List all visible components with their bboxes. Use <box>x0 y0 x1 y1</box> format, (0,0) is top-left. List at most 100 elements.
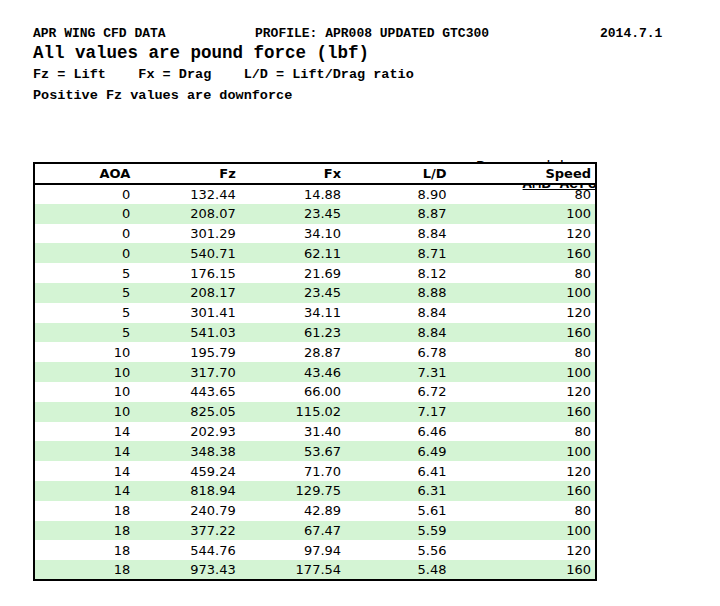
table-row: 14818.94129.756.31160 <box>34 481 596 501</box>
cell-l-d: 6.49 <box>351 441 456 461</box>
table-row: 0208.0723.458.87100 <box>34 204 596 224</box>
cell-aoa: 10 <box>34 362 140 382</box>
cell-fz: 443.65 <box>140 382 245 402</box>
table-row: 0540.7162.118.71160 <box>34 243 596 263</box>
cell-aoa: 0 <box>34 184 140 204</box>
cell-aoa: 18 <box>34 560 140 580</box>
cell-l-d: 7.17 <box>351 402 456 422</box>
cell-speed: 80 <box>456 501 596 521</box>
cell-speed: 80 <box>456 263 596 283</box>
cell-speed: 160 <box>456 481 596 501</box>
cell-fx: 177.54 <box>246 560 351 580</box>
table-row: 10317.7043.467.31100 <box>34 362 596 382</box>
cell-l-d: 7.31 <box>351 362 456 382</box>
cell-fx: 66.00 <box>246 382 351 402</box>
table-header-row: AOAFzFxL/DSpeed <box>34 163 596 184</box>
table-row: 5301.4134.118.84120 <box>34 303 596 323</box>
cell-aoa: 5 <box>34 263 140 283</box>
cell-fx: 129.75 <box>246 481 351 501</box>
cell-l-d: 8.84 <box>351 224 456 244</box>
cell-speed: 160 <box>456 243 596 263</box>
cell-fz: 132.44 <box>140 184 245 204</box>
cell-fz: 202.93 <box>140 422 245 442</box>
cell-l-d: 8.12 <box>351 263 456 283</box>
table-row: 10825.05115.027.17160 <box>34 402 596 422</box>
table-row: 5208.1723.458.88100 <box>34 283 596 303</box>
cell-fx: 61.23 <box>246 323 351 343</box>
cell-l-d: 6.78 <box>351 342 456 362</box>
cell-speed: 120 <box>456 224 596 244</box>
cell-fx: 28.87 <box>246 342 351 362</box>
table-row: 14348.3853.676.49100 <box>34 441 596 461</box>
cell-fx: 43.46 <box>246 362 351 382</box>
table-row: 5176.1521.698.1280 <box>34 263 596 283</box>
column-header-speed: Speed <box>456 163 596 184</box>
cell-aoa: 0 <box>34 224 140 244</box>
cell-l-d: 6.31 <box>351 481 456 501</box>
cell-fz: 459.24 <box>140 461 245 481</box>
cell-speed: 100 <box>456 283 596 303</box>
cell-aoa: 14 <box>34 422 140 442</box>
cell-aoa: 5 <box>34 303 140 323</box>
units-subtitle: All values are pound force (lbf) <box>33 44 369 62</box>
document-title: APR WING CFD DATA <box>33 27 166 40</box>
cell-l-d: 5.56 <box>351 540 456 560</box>
cell-fz: 348.38 <box>140 441 245 461</box>
title-line: APR WING CFD DATA PROFILE: APR008 UPDATE… <box>0 27 720 42</box>
cell-l-d: 8.71 <box>351 243 456 263</box>
table-row: 0301.2934.108.84120 <box>34 224 596 244</box>
cell-l-d: 8.84 <box>351 303 456 323</box>
table-row: 14202.9331.406.4680 <box>34 422 596 442</box>
column-header-fx: Fx <box>246 163 351 184</box>
cell-fz: 301.29 <box>140 224 245 244</box>
cell-aoa: 18 <box>34 540 140 560</box>
cell-aoa: 10 <box>34 382 140 402</box>
cell-l-d: 6.72 <box>351 382 456 402</box>
cell-aoa: 10 <box>34 342 140 362</box>
cell-aoa: 10 <box>34 402 140 422</box>
cell-aoa: 14 <box>34 441 140 461</box>
cell-fx: 71.70 <box>246 461 351 481</box>
cell-fz: 317.70 <box>140 362 245 382</box>
cell-speed: 80 <box>456 184 596 204</box>
cell-fz: 208.07 <box>140 204 245 224</box>
cell-l-d: 5.59 <box>351 521 456 541</box>
table-row: 18377.2267.475.59100 <box>34 521 596 541</box>
cell-fx: 53.67 <box>246 441 351 461</box>
cell-speed: 80 <box>456 422 596 442</box>
legend-line: Fz = Lift Fx = Drag L/D = Lift/Drag rati… <box>33 68 414 82</box>
cell-fz: 301.41 <box>140 303 245 323</box>
cell-l-d: 6.46 <box>351 422 456 442</box>
cell-fx: 34.11 <box>246 303 351 323</box>
cell-fx: 42.89 <box>246 501 351 521</box>
cell-speed: 160 <box>456 560 596 580</box>
cell-speed: 100 <box>456 362 596 382</box>
cell-speed: 100 <box>456 521 596 541</box>
cell-fz: 973.43 <box>140 560 245 580</box>
column-header-fz: Fz <box>140 163 245 184</box>
cell-l-d: 5.48 <box>351 560 456 580</box>
cell-l-d: 6.41 <box>351 461 456 481</box>
cell-fx: 34.10 <box>246 224 351 244</box>
table-row: 10195.7928.876.7880 <box>34 342 596 362</box>
table-row: 18973.43177.545.48160 <box>34 560 596 580</box>
cell-speed: 160 <box>456 323 596 343</box>
cell-fz: 176.15 <box>140 263 245 283</box>
cell-l-d: 8.90 <box>351 184 456 204</box>
cell-aoa: 5 <box>34 323 140 343</box>
column-header-l-d: L/D <box>351 163 456 184</box>
date-label: 2014.7.1 <box>600 27 662 40</box>
table-row: 14459.2471.706.41120 <box>34 461 596 481</box>
table-row: 18240.7942.895.6180 <box>34 501 596 521</box>
table-row: 0132.4414.888.9080 <box>34 184 596 204</box>
cell-fz: 377.22 <box>140 521 245 541</box>
cell-fx: 23.45 <box>246 204 351 224</box>
cell-fx: 62.11 <box>246 243 351 263</box>
cell-l-d: 5.61 <box>351 501 456 521</box>
cell-fx: 31.40 <box>246 422 351 442</box>
cell-speed: 80 <box>456 342 596 362</box>
cell-fz: 541.03 <box>140 323 245 343</box>
cell-fz: 540.71 <box>140 243 245 263</box>
cell-fx: 23.45 <box>246 283 351 303</box>
cell-fz: 818.94 <box>140 481 245 501</box>
